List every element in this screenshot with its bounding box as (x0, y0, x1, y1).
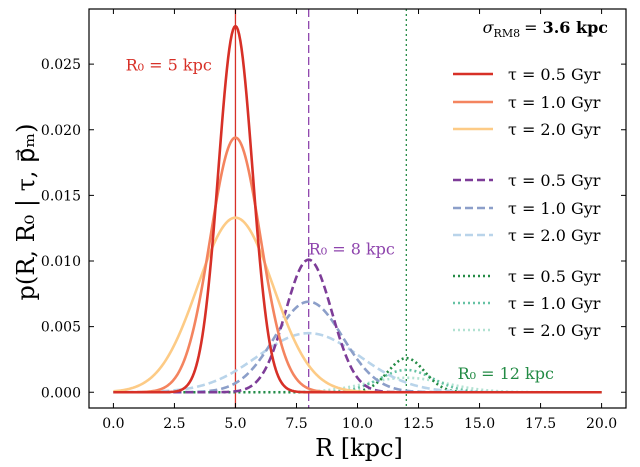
legend-label: τ = 2.0 Gyr (508, 321, 601, 340)
sigma-symbol: σ (483, 18, 495, 37)
axes: 0.0 2.5 5.0 7.5 10.0 12.5 15.0 17.5 20.0 0.000 0.0… (41, 8, 627, 432)
x-tick-label: 15.0 (464, 416, 495, 432)
legend-label: τ = 2.0 Gyr (508, 226, 601, 245)
y-tick-label: 0.020 (41, 123, 81, 139)
sigma-equals: = (524, 18, 543, 37)
legend: τ = 0.5 Gyr τ = 1.0 Gyr τ = 2.0 Gyr τ = 0.5… (453, 65, 601, 340)
y-tick-label: 0.005 (41, 320, 81, 336)
plot-inner (113, 9, 602, 408)
y-tick-label: 0.025 (41, 57, 81, 73)
x-tick-label: 12.5 (403, 416, 434, 432)
x-tick-label: 7.5 (285, 416, 307, 432)
x-tick-label: 10.0 (342, 416, 373, 432)
r0-annotation: R₀ = 8 kpc (309, 239, 395, 258)
legend-label: τ = 1.0 Gyr (508, 199, 601, 218)
series-line (113, 331, 602, 394)
sigma-annotation: σRM8 = 3.6 kpc (483, 18, 609, 40)
legend-label: τ = 1.0 Gyr (508, 93, 601, 112)
y-tick-label: 0.015 (41, 188, 81, 204)
x-tick-label: 20.0 (586, 416, 617, 432)
legend-label: τ = 1.0 Gyr (508, 294, 601, 313)
y-tick-label: 0.010 (41, 254, 81, 270)
legend-label: τ = 0.5 Gyr (508, 267, 601, 286)
x-tick-label: 17.5 (525, 416, 556, 432)
legend-label: τ = 0.5 Gyr (508, 171, 601, 190)
sigma-value: 3.6 kpc (543, 18, 609, 37)
r0-annotation: R₀ = 12 kpc (458, 364, 554, 383)
series-line (113, 24, 602, 394)
y-axis-title: p(R, R₀ | τ, p⃗ₘ) (12, 124, 41, 301)
x-tick-label: 2.5 (163, 416, 185, 432)
x-tick-label: 0.0 (102, 416, 124, 432)
plot-area: R₀ = 5 kpc R₀ = 8 kpc R₀ = 12 kpc (113, 9, 602, 408)
x-axis-title: R [kpc] (315, 434, 403, 462)
x-tick-label: 5.0 (224, 416, 246, 432)
y-tick-label: 0.000 (41, 385, 81, 401)
legend-label: τ = 0.5 Gyr (508, 65, 601, 84)
legend-label: τ = 2.0 Gyr (508, 120, 601, 139)
sigma-subscript: RM8 (494, 27, 521, 40)
r0-annotation: R₀ = 5 kpc (126, 56, 212, 75)
